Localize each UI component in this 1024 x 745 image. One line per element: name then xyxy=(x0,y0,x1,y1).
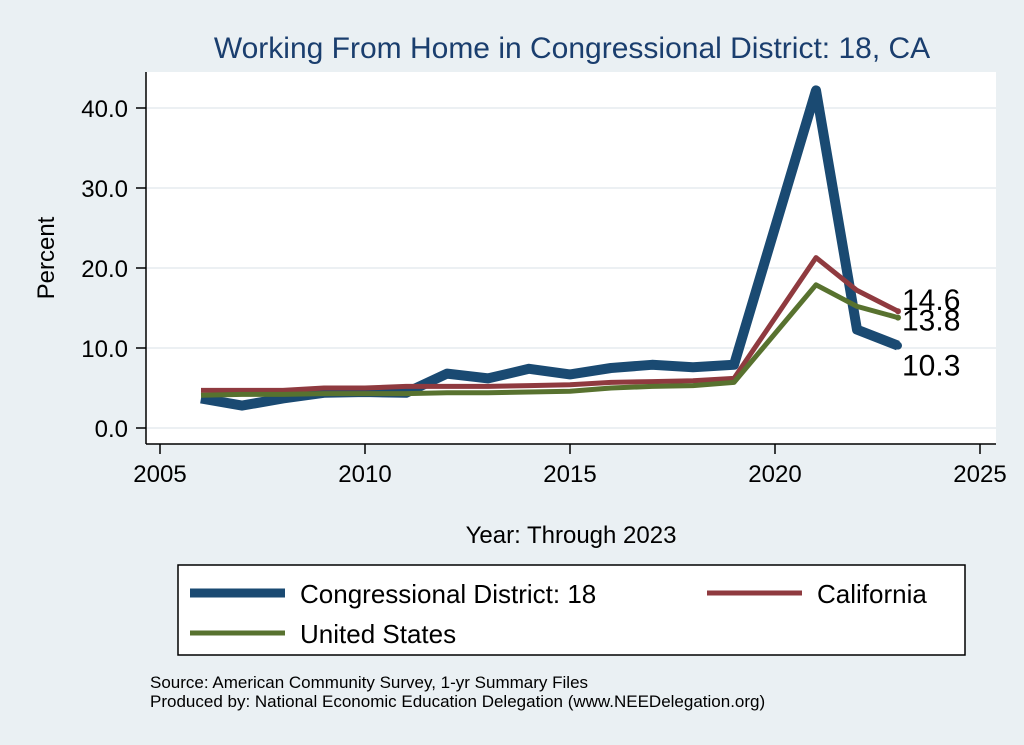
produced-note: Produced by: National Economic Education… xyxy=(150,692,765,711)
end-point-marker xyxy=(895,314,901,321)
y-axis-label: Percent xyxy=(33,216,60,299)
y-tick-label: 20.0 xyxy=(81,256,128,283)
end-value-label: 10.3 xyxy=(902,350,960,383)
legend-label-district: Congressional District: 18 xyxy=(300,579,596,609)
end-labels: 14.613.8 10.3 xyxy=(902,284,960,382)
end-value-label: 13.8 xyxy=(902,305,960,338)
x-tick-label: 2020 xyxy=(748,461,801,488)
legend-label-california: California xyxy=(817,579,927,609)
end-value-label: 14.6 xyxy=(902,284,960,317)
y-tick-label: 0.0 xyxy=(95,416,128,443)
x-tick-label: 2010 xyxy=(338,461,391,488)
series-line-california xyxy=(201,255,900,393)
legend-box xyxy=(177,564,966,656)
plot-area xyxy=(146,72,996,444)
series-lines xyxy=(200,85,902,411)
axes: 0.0 10.0 20.0 30.0 40.0 2005 2010 2015 2020 2025 xyxy=(81,72,1007,488)
y-tick-label: 30.0 xyxy=(81,176,128,203)
gridlines xyxy=(146,107,996,429)
x-axis-label: Year: Through 2023 xyxy=(466,522,677,549)
legend-label-us: United States xyxy=(300,619,456,649)
y-tick-label: 40.0 xyxy=(81,96,128,123)
y-tick-label: 10.0 xyxy=(81,336,128,363)
chart-title: Working From Home in Congressional Distr… xyxy=(214,32,930,65)
x-tick-label: 2015 xyxy=(543,461,596,488)
legend: Congressional District: 18 California Un… xyxy=(177,564,966,656)
series-line-us xyxy=(200,282,899,398)
end-point-marker xyxy=(895,308,901,315)
x-tick-label: 2025 xyxy=(953,461,1006,488)
source-note: Source: American Community Survey, 1-yr … xyxy=(150,673,588,692)
end-point-marker xyxy=(894,341,902,350)
x-tick-label: 2005 xyxy=(133,461,186,488)
